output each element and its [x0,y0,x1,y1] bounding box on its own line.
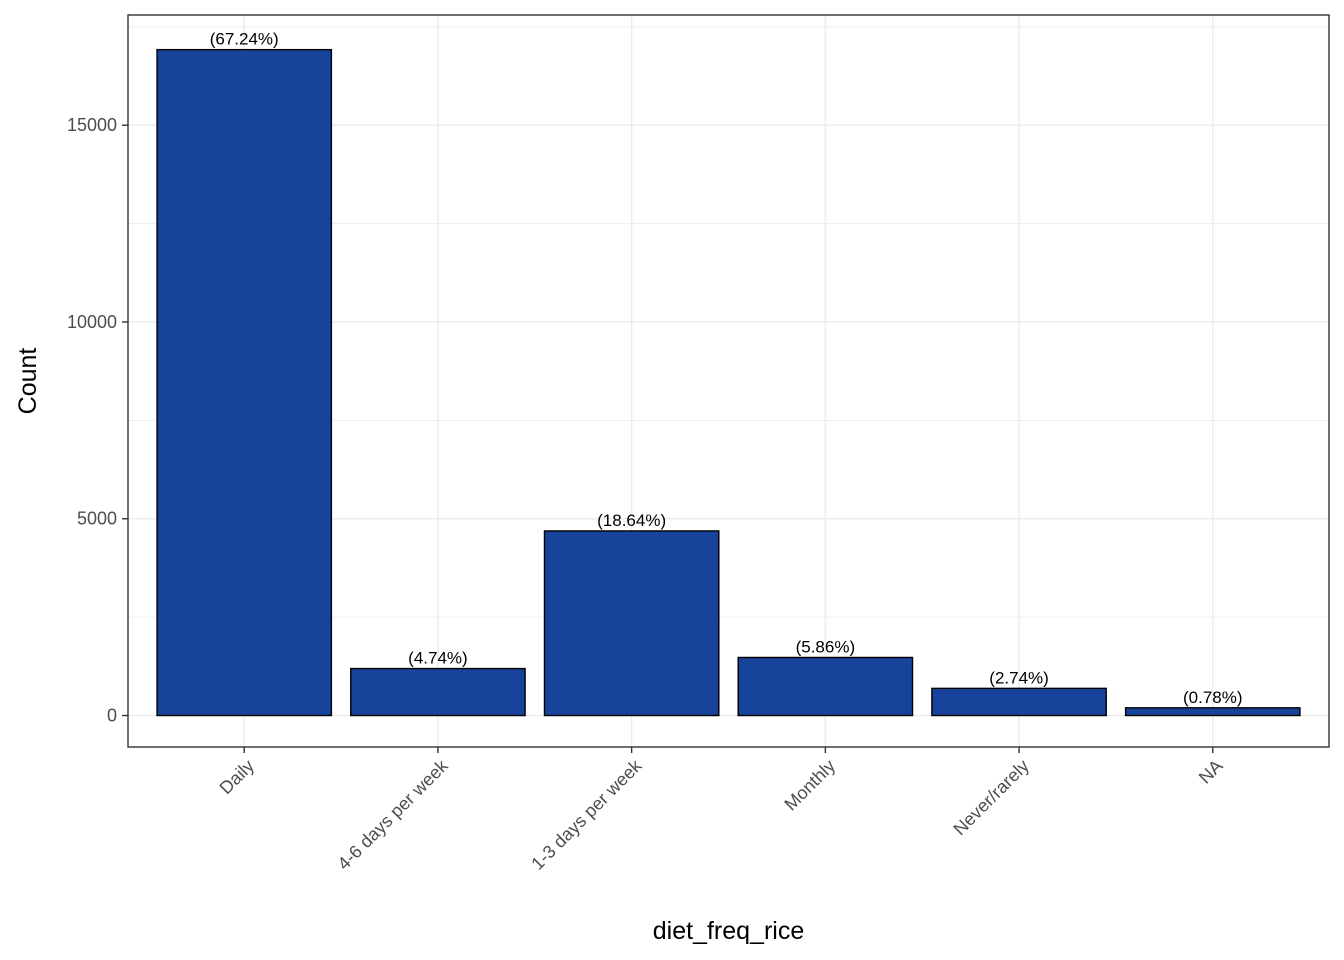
x-axis: Daily 4-6 days per week 1-3 days per week M… [216,747,1227,874]
x-axis-title: diet_freq_rice [653,917,804,945]
x-tick-label: Daily [216,756,258,798]
bar-data-label: (0.78%) [1183,688,1243,707]
bars [156,48,1301,717]
panel-border [127,14,1330,748]
bar-4-6-days-per-week [350,667,526,717]
bar-data-label: (18.64%) [597,511,666,530]
bar-na [1124,707,1301,717]
bar-daily [156,48,333,717]
x-tick-label: 4-6 days per week [334,755,453,874]
y-axis: 0 5000 10000 15000 [67,115,128,726]
bar-never-rarely [931,687,1107,717]
y-tick-label: 5000 [77,509,117,529]
y-tick-label: 10000 [67,312,117,332]
data-labels: (67.24%) (4.74%) (18.64%) (5.86%) (2.74%) (0.… [210,30,1243,707]
y-tick-label: 15000 [67,115,117,135]
y-axis-title: Count [14,348,42,415]
bar-monthly [737,656,914,717]
y-tick-label: 0 [107,706,117,726]
bar-data-label: (5.86%) [796,637,856,656]
x-tick-label: 1-3 days per week [527,755,646,874]
x-tick-label: Monthly [780,756,839,815]
bar-data-label: (67.24%) [210,30,279,49]
x-tick-label: Never/rarely [949,756,1032,839]
x-tick-label: NA [1195,756,1227,788]
bar-data-label: (4.74%) [408,649,468,668]
bar-1-3-days-per-week [543,530,720,717]
bar-data-label: (2.74%) [989,668,1049,687]
